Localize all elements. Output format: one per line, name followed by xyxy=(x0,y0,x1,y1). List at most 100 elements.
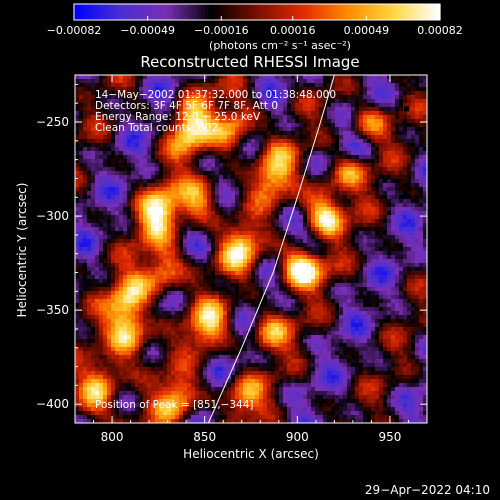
heatmap-cell xyxy=(287,235,292,240)
heatmap-cell xyxy=(183,255,188,260)
heatmap-cell xyxy=(231,239,236,244)
heatmap-cell xyxy=(291,291,296,296)
heatmap-cell xyxy=(111,291,116,296)
heatmap-cell xyxy=(403,139,408,144)
heatmap-cell xyxy=(311,211,316,216)
heatmap-cell xyxy=(235,79,240,84)
heatmap-cell xyxy=(211,175,216,180)
heatmap-cell xyxy=(391,227,396,232)
heatmap-cell xyxy=(203,151,208,156)
heatmap-cell xyxy=(119,135,124,140)
heatmap-cell xyxy=(227,287,232,292)
heatmap-cell xyxy=(255,279,260,284)
heatmap-cell xyxy=(207,111,212,116)
heatmap-cell xyxy=(203,139,208,144)
heatmap-cell xyxy=(151,287,156,292)
heatmap-cell xyxy=(243,91,248,96)
heatmap-cell xyxy=(407,103,412,108)
heatmap-cell xyxy=(275,239,280,244)
heatmap-cell xyxy=(159,163,164,168)
heatmap-cell xyxy=(207,171,212,176)
heatmap-cell xyxy=(247,143,252,148)
heatmap-cell xyxy=(291,95,296,100)
heatmap-cell xyxy=(383,219,388,224)
heatmap-cell xyxy=(99,103,104,108)
heatmap-cell xyxy=(195,75,200,80)
heatmap-cell xyxy=(303,75,308,80)
colorbar-cell xyxy=(394,4,398,20)
heatmap-cell xyxy=(347,227,352,232)
heatmap-cell xyxy=(191,99,196,104)
heatmap-cell xyxy=(123,279,128,284)
heatmap-cell xyxy=(147,171,152,176)
heatmap-cell xyxy=(411,111,416,116)
heatmap-cell xyxy=(107,231,112,236)
heatmap-cell xyxy=(227,143,232,148)
heatmap-cell xyxy=(391,155,396,160)
heatmap-cell xyxy=(95,155,100,160)
heatmap-cell xyxy=(387,199,392,204)
heatmap-cell xyxy=(359,139,364,144)
heatmap-cell xyxy=(159,283,164,288)
heatmap-cell xyxy=(339,211,344,216)
heatmap-cell xyxy=(111,167,116,172)
heatmap-cell xyxy=(219,163,224,168)
heatmap-cell xyxy=(379,167,384,172)
heatmap-cell xyxy=(95,163,100,168)
heatmap-cell xyxy=(219,239,224,244)
heatmap-cell xyxy=(403,135,408,140)
heatmap-cell xyxy=(223,87,228,92)
heatmap-cell xyxy=(103,175,108,180)
heatmap-cell xyxy=(99,119,104,124)
heatmap-cell xyxy=(279,111,284,116)
heatmap-cell xyxy=(191,167,196,172)
heatmap-cell xyxy=(343,183,348,188)
heatmap-cell xyxy=(403,171,408,176)
heatmap-cell xyxy=(219,111,224,116)
heatmap-cell xyxy=(159,231,164,236)
heatmap-cell xyxy=(183,263,188,268)
heatmap-cell xyxy=(227,187,232,192)
heatmap-cell xyxy=(323,235,328,240)
heatmap-cell xyxy=(279,147,284,152)
heatmap-cell xyxy=(339,91,344,96)
heatmap-cell xyxy=(199,139,204,144)
heatmap-cell xyxy=(135,223,140,228)
heatmap-cell xyxy=(379,175,384,180)
heatmap-cell xyxy=(79,167,84,172)
heatmap-cell xyxy=(99,195,104,200)
heatmap-cell xyxy=(123,223,128,228)
heatmap-cell xyxy=(339,139,344,144)
heatmap-cell xyxy=(355,287,360,292)
heatmap-cell xyxy=(267,259,272,264)
heatmap-cell xyxy=(167,159,172,164)
heatmap-cell xyxy=(163,227,168,232)
heatmap-cell xyxy=(403,247,408,252)
heatmap-cell xyxy=(259,263,264,268)
heatmap-cell xyxy=(307,275,312,280)
heatmap-cell xyxy=(295,159,300,164)
heatmap-cell xyxy=(219,91,224,96)
heatmap-cell xyxy=(359,95,364,100)
heatmap-cell xyxy=(247,159,252,164)
heatmap-cell xyxy=(403,255,408,260)
heatmap-cell xyxy=(179,171,184,176)
heatmap-cell xyxy=(171,251,176,256)
heatmap-cell xyxy=(311,287,316,292)
heatmap-cell xyxy=(183,271,188,276)
heatmap-cell xyxy=(131,251,136,256)
heatmap-cell xyxy=(411,279,416,284)
heatmap-cell xyxy=(79,79,84,84)
heatmap-cell xyxy=(375,91,380,96)
heatmap-cell xyxy=(327,267,332,272)
heatmap-cell xyxy=(147,215,152,220)
heatmap-cell xyxy=(79,151,84,156)
heatmap-cell xyxy=(367,83,372,88)
heatmap-cell xyxy=(403,83,408,88)
heatmap-cell xyxy=(131,223,136,228)
heatmap-cell xyxy=(399,103,404,108)
colorbar-cell xyxy=(272,4,276,20)
heatmap-cell xyxy=(267,207,272,212)
heatmap-cell xyxy=(347,287,352,292)
heatmap-cell xyxy=(175,159,180,164)
